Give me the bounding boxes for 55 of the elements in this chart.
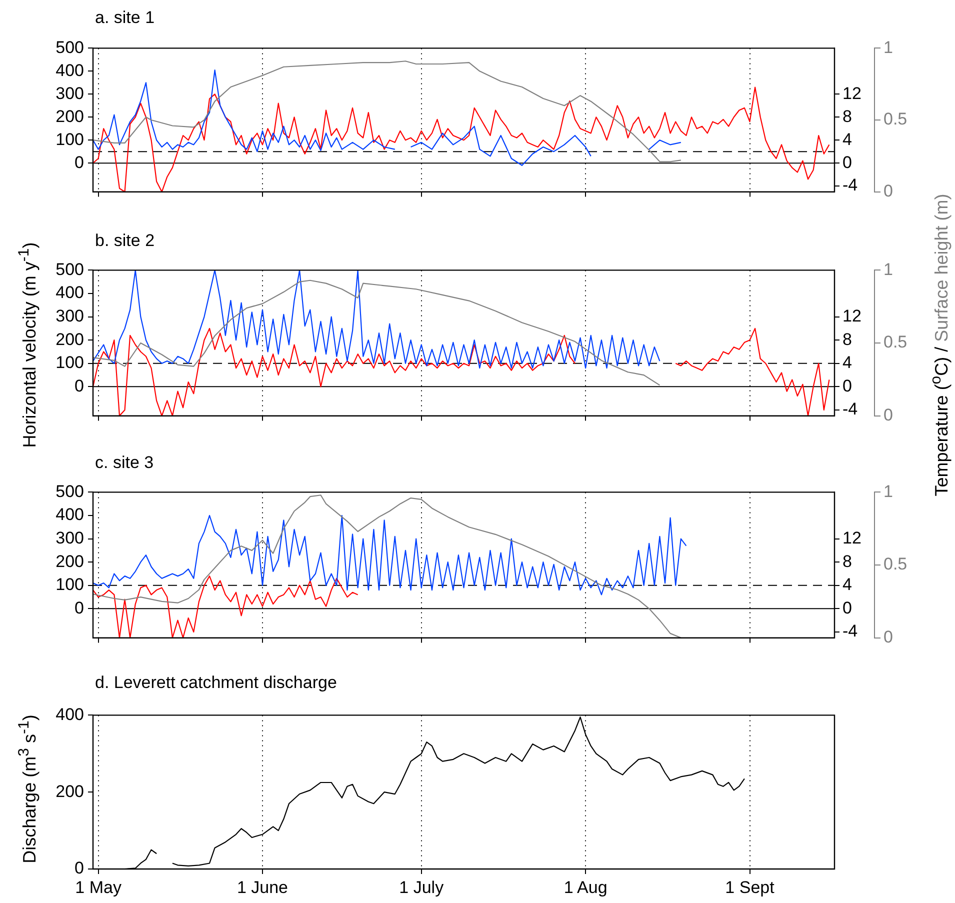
y-tick-label: 500	[56, 260, 84, 279]
y-tick-label: 400	[56, 704, 84, 724]
y2-tick-label: 0	[842, 598, 852, 618]
y2-tick-label: -4	[842, 622, 858, 641]
y-tick-label: 0	[74, 376, 84, 396]
y-tick-label: 200	[56, 552, 84, 571]
x-tick-label: 1 July	[399, 878, 444, 897]
y2-tick-label: 12	[842, 83, 862, 102]
y-tick-label: 200	[56, 782, 84, 801]
y2-tick-label: 8	[842, 330, 852, 349]
y-tick-label: 300	[56, 528, 84, 548]
x-tick-label: 1 Sept	[725, 878, 775, 897]
y2-tick-label: 4	[842, 575, 852, 594]
y2-tick-label: -4	[842, 400, 858, 419]
y3-tick-label: 0.5	[884, 109, 908, 128]
y-tick-label: 200	[56, 330, 84, 349]
y2-tick-label: 12	[842, 528, 862, 548]
y2-tick-label: 0	[842, 152, 852, 172]
y-tick-label: 200	[56, 106, 84, 126]
chart-title: a. site 1	[95, 8, 155, 28]
y-tick-label: 300	[56, 306, 84, 326]
y-tick-label: 0	[74, 858, 84, 878]
y3-tick-label: 0	[884, 405, 893, 424]
y2-tick-label: 8	[842, 552, 852, 571]
chart-title: b. site 2	[95, 230, 155, 251]
y-tick-label: 100	[56, 129, 84, 148]
y-tick-label: 500	[56, 37, 84, 56]
y-tick-label: 500	[56, 482, 84, 501]
y3-tick-label: 0.5	[884, 332, 908, 352]
chart-title: d. Leverett catchment discharge	[95, 672, 337, 693]
y-tick-label: 0	[74, 598, 84, 618]
y3-tick-label: 0	[884, 180, 893, 200]
y2-tick-label: 4	[842, 129, 852, 148]
x-tick-label: 1 Aug	[564, 878, 608, 897]
y-tick-label: 100	[56, 353, 84, 372]
y-tick-label: 400	[56, 283, 84, 302]
y2-tick-label: 4	[842, 353, 852, 372]
chart-title: c. site 3	[95, 452, 154, 473]
y-tick-label: 100	[56, 575, 84, 594]
y2-tick-label: 8	[842, 106, 852, 126]
y3-tick-label: 0	[884, 627, 893, 646]
y3-axis-title: Surface height (m)	[932, 194, 952, 342]
y2-tick-label: 0	[842, 376, 852, 396]
y-tick-label: 0	[74, 152, 84, 172]
y3-tick-label: 1	[884, 260, 893, 279]
x-tick-label: 1 June	[236, 878, 288, 897]
y-tick-label: 300	[56, 83, 84, 102]
y-tick-label: 400	[56, 505, 84, 524]
x-tick-label: 1 May	[75, 878, 122, 897]
y3-tick-label: 0.5	[884, 554, 908, 574]
y2-tick-label: 12	[842, 306, 862, 326]
y2-tick-label: -4	[842, 175, 858, 194]
y3-tick-label: 1	[884, 37, 893, 56]
y3-tick-label: 1	[884, 482, 893, 501]
y-tick-label: 400	[56, 60, 84, 80]
